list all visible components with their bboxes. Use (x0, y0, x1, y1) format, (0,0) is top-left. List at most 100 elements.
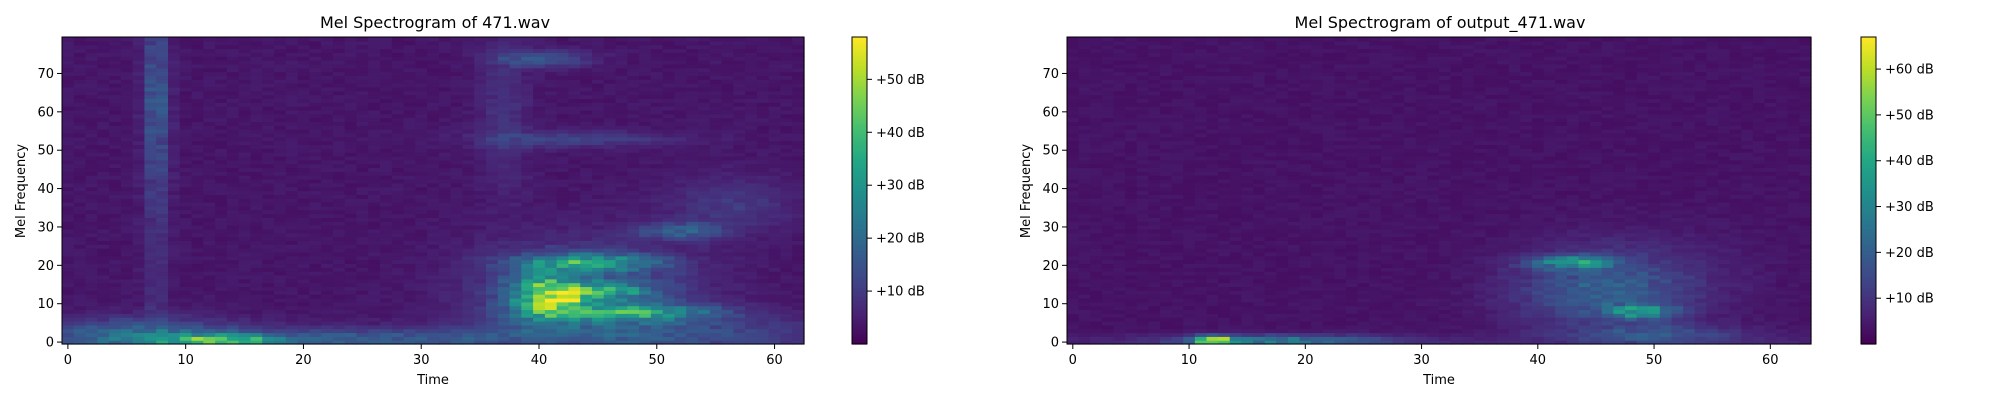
heatmap-cell (603, 259, 617, 265)
heatmap-cell (238, 297, 252, 303)
heatmap-cell (745, 186, 758, 192)
heatmap-cell (639, 336, 652, 341)
heatmap-cell (603, 71, 617, 76)
heatmap-cell (309, 159, 322, 165)
heatmap-cell (85, 109, 98, 115)
heatmap-cell (709, 98, 723, 103)
heatmap-cell (486, 209, 499, 215)
heatmap-cell (462, 98, 475, 103)
heatmap-cell (109, 278, 122, 284)
heatmap-cell (474, 267, 487, 272)
heatmap-cell (639, 217, 652, 222)
heatmap-cell (391, 125, 405, 130)
heatmap-cell (686, 190, 699, 195)
heatmap-cell (356, 98, 369, 103)
heatmap-cell (521, 332, 534, 337)
heatmap-cell (627, 255, 640, 261)
heatmap-cell (521, 213, 534, 218)
heatmap-cell (486, 248, 499, 253)
heatmap-cell (544, 324, 558, 330)
heatmap-cell (285, 83, 299, 88)
heatmap-cell (721, 274, 734, 280)
heatmap-cell (274, 324, 287, 330)
heatmap-cell (238, 213, 252, 218)
heatmap-cell (285, 190, 299, 195)
heatmap-cell (721, 67, 734, 73)
heatmap-cell (792, 240, 805, 245)
heatmap-cell (780, 40, 793, 46)
heatmap-cell (168, 297, 181, 303)
heatmap-cell (285, 121, 299, 126)
heatmap-cell (132, 56, 146, 61)
heatmap-cell (332, 305, 346, 311)
heatmap-cell (380, 309, 393, 314)
heatmap-cell (674, 159, 687, 165)
heatmap-cell (144, 148, 157, 153)
heatmap-cell (97, 86, 110, 92)
heatmap-cell (438, 259, 452, 265)
heatmap-cell (73, 67, 87, 73)
heatmap-cell (156, 263, 169, 268)
heatmap-cell (120, 60, 134, 65)
heatmap-cell (62, 98, 75, 103)
heatmap-cell (674, 294, 687, 299)
heatmap-cell (238, 79, 252, 84)
heatmap-cell (144, 251, 157, 257)
heatmap-cell (745, 267, 758, 272)
heatmap-cell (474, 90, 487, 96)
heatmap-cell (85, 144, 98, 149)
heatmap-cell (474, 328, 487, 334)
heatmap-cell (662, 182, 676, 188)
heatmap-cell (544, 194, 558, 199)
heatmap-cell (533, 132, 546, 138)
heatmap-cell (698, 313, 711, 318)
heatmap-cell (568, 309, 581, 314)
heatmap-cell (262, 106, 275, 111)
heatmap-cell (650, 83, 664, 88)
heatmap-cell (486, 213, 499, 218)
heatmap-cell (556, 255, 570, 261)
heatmap-cell (674, 340, 687, 345)
heatmap-cell (544, 290, 558, 295)
heatmap-cell (191, 259, 204, 265)
heatmap-cell (627, 225, 640, 230)
heatmap-cell (403, 132, 416, 138)
heatmap-cell (709, 240, 723, 245)
heatmap-cell (497, 102, 511, 107)
heatmap-cell (380, 86, 393, 92)
heatmap-cell (486, 217, 499, 222)
heatmap-cell (450, 125, 464, 130)
heatmap-cell (285, 37, 299, 42)
heatmap-cell (368, 52, 381, 57)
heatmap-cell (215, 117, 228, 123)
heatmap-cell (132, 167, 146, 172)
heatmap-cell (556, 290, 570, 295)
heatmap-cell (85, 248, 98, 253)
heatmap-cell (438, 113, 452, 119)
heatmap-cell (274, 37, 287, 42)
heatmap-cell (674, 202, 687, 207)
heatmap-cell (156, 271, 169, 276)
heatmap-cell (73, 129, 87, 134)
heatmap-cell (662, 94, 676, 99)
heatmap-cell (132, 225, 146, 230)
heatmap-cell (756, 178, 770, 184)
heatmap-cell (356, 106, 369, 111)
heatmap-cell (474, 190, 487, 195)
heatmap-cell (674, 259, 687, 265)
heatmap-cell (674, 240, 687, 245)
heatmap-cell (109, 332, 122, 337)
heatmap-cell (250, 194, 263, 199)
heatmap-cell (274, 79, 287, 84)
heatmap-cell (544, 98, 558, 103)
heatmap-cell (391, 248, 405, 253)
heatmap-cell (391, 305, 405, 311)
heatmap-cell (662, 171, 676, 176)
heatmap-cell (733, 37, 746, 42)
heatmap-cell (85, 60, 98, 65)
heatmap-cell (627, 259, 640, 265)
heatmap-cell (344, 236, 358, 241)
heatmap-cell (533, 286, 546, 291)
heatmap-cell (191, 221, 204, 226)
heatmap-cell (120, 140, 134, 146)
